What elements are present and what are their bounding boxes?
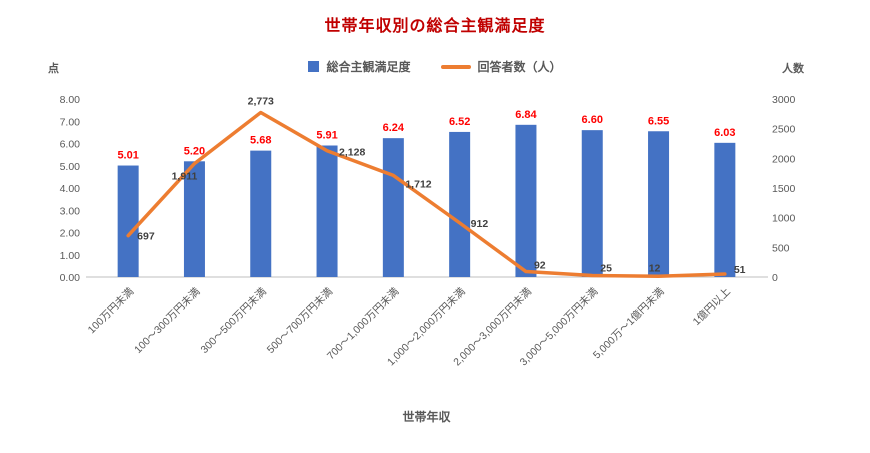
left-axis-tick: 3.00 [60, 205, 81, 217]
bar-value-label: 5.20 [184, 145, 205, 157]
line-value-label: 697 [137, 231, 155, 243]
satisfaction-bar [581, 130, 603, 277]
left-axis-tick: 1.00 [60, 250, 81, 262]
line-value-label: 2,773 [248, 95, 274, 107]
satisfaction-bar [648, 131, 670, 277]
line-value-label: 2,128 [339, 147, 365, 159]
right-axis-tick: 500 [772, 242, 790, 254]
left-axis-unit-label: 点 [48, 63, 59, 75]
x-axis-category-label: 300～500万円未満 [198, 285, 269, 356]
left-axis-tick: 0.00 [60, 272, 81, 284]
bar-value-label: 6.60 [582, 114, 603, 126]
line-value-label: 12 [649, 262, 661, 274]
x-axis-category-label: 100～300万円未満 [132, 285, 203, 356]
satisfaction-bar [714, 142, 736, 277]
line-value-label: 92 [534, 260, 546, 272]
line-value-label: 25 [600, 263, 612, 275]
x-axis-category-label: 100万円未満 [86, 285, 137, 336]
bar-value-label: 6.55 [648, 115, 669, 127]
bar-value-label: 6.52 [449, 116, 470, 128]
bar-series-swatch-icon [308, 61, 320, 72]
x-axis-category-label: 1億円以上 [690, 285, 733, 328]
bar-value-label: 6.84 [515, 109, 537, 121]
right-axis-unit-label: 人数 [782, 63, 804, 75]
bar-value-label: 6.24 [383, 122, 405, 134]
satisfaction-bar [449, 131, 471, 277]
left-axis-tick: 6.00 [60, 139, 81, 151]
legend-label-respondents: 回答者数（人） [477, 60, 562, 74]
line-value-label: 1,911 [172, 171, 198, 183]
satisfaction-bar [183, 161, 205, 277]
satisfaction-bar [515, 124, 537, 277]
left-axis-tick: 7.00 [60, 116, 81, 128]
bar-value-label: 5.91 [316, 130, 337, 142]
legend-item-respondents: 回答者数（人） [440, 58, 562, 75]
right-axis-tick: 2000 [772, 153, 796, 165]
left-axis-tick: 5.00 [60, 161, 81, 173]
satisfaction-bar [382, 138, 404, 277]
left-axis-tick: 8.00 [60, 94, 81, 106]
left-axis-tick: 4.00 [60, 183, 81, 195]
right-axis-tick: 1000 [772, 213, 796, 225]
x-axis-category-label: 500～700万円未満 [265, 285, 336, 356]
left-axis-tick: 2.00 [60, 228, 81, 240]
line-value-label: 1,712 [405, 178, 431, 190]
legend: 総合主観満足度 回答者数（人） [0, 58, 870, 75]
x-axis-category-label: 700～1,000万円未満 [325, 285, 402, 362]
satisfaction-bar [316, 145, 338, 277]
line-value-label: 51 [734, 264, 746, 276]
line-series-swatch-icon [440, 64, 471, 69]
respondents-line [126, 110, 727, 279]
right-axis-tick: 2500 [772, 124, 796, 136]
satisfaction-bar [117, 165, 139, 277]
x-axis-category-label: 5,000万～1億円未満 [590, 285, 667, 362]
right-axis-tick: 0 [772, 272, 778, 284]
line-value-label: 912 [471, 218, 489, 230]
chart-title: 世帯年収別の総合主観満足度 [324, 18, 546, 35]
legend-item-satisfaction: 総合主観満足度 [308, 58, 411, 75]
bar-value-label: 5.68 [250, 135, 271, 147]
x-axis-title: 世帯年収 [402, 410, 451, 424]
bar-value-label: 6.03 [714, 127, 735, 139]
legend-label-satisfaction: 総合主観満足度 [326, 60, 411, 74]
satisfaction-bar [250, 150, 272, 277]
right-axis-tick: 1500 [772, 183, 796, 195]
right-axis-tick: 3000 [772, 94, 796, 106]
bar-value-label: 5.01 [117, 150, 138, 162]
